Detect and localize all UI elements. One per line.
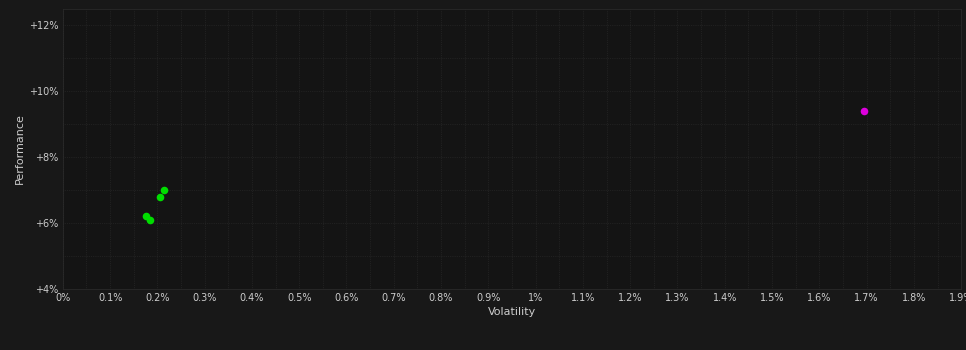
Point — [857, 108, 872, 114]
Point — [138, 214, 154, 219]
Point — [143, 217, 158, 222]
X-axis label: Volatility: Volatility — [488, 307, 536, 317]
Y-axis label: Performance: Performance — [14, 113, 25, 184]
Point — [152, 194, 167, 199]
Point — [156, 187, 172, 193]
